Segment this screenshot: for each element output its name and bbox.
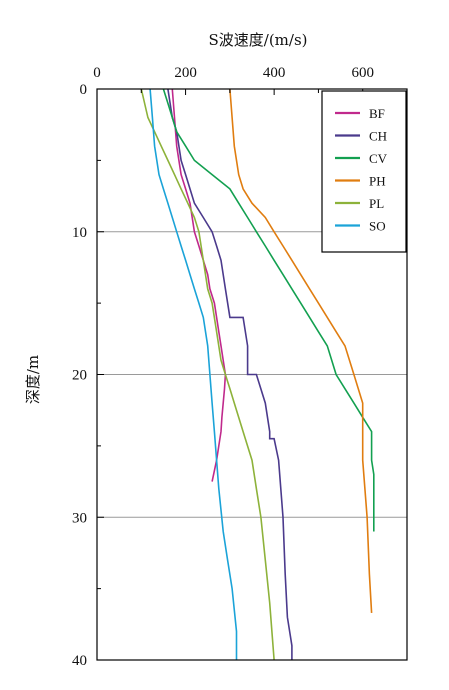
x-tick-label: 600 <box>351 65 374 81</box>
series-line-pl <box>140 88 275 661</box>
series-line-ch <box>167 88 293 660</box>
legend-box <box>321 90 407 253</box>
series-line-so <box>149 88 238 660</box>
x-tick-label: 0 <box>93 65 101 81</box>
legend: BF CH CV PH PL SO <box>321 90 407 253</box>
legend-label: CH <box>369 129 387 144</box>
x-axis-title: S波速度/(m/s) <box>208 31 307 49</box>
series-group <box>140 88 375 661</box>
legend-label: PH <box>369 174 386 189</box>
y-tick-label: 40 <box>72 653 87 669</box>
x-ticks: 0 200 400 600 <box>93 65 374 95</box>
y-tick-label: 20 <box>72 368 87 384</box>
x-tick-label: 400 <box>263 65 286 81</box>
series-line-ph <box>229 88 373 613</box>
legend-label: CV <box>369 151 388 166</box>
legend-label: BF <box>369 106 385 121</box>
y-tick-label: 0 <box>80 82 88 98</box>
y-tick-label: 10 <box>72 225 87 241</box>
x-tick-label: 200 <box>174 65 197 81</box>
legend-label: SO <box>369 219 386 234</box>
series-line-cv <box>162 88 375 532</box>
y-tick-label: 30 <box>72 510 87 526</box>
y-axis-title: 深度/m <box>24 355 42 404</box>
legend-label: PL <box>369 196 384 211</box>
y-ticks: 0 10 20 30 40 <box>72 82 104 669</box>
series-line-bf <box>171 88 227 482</box>
